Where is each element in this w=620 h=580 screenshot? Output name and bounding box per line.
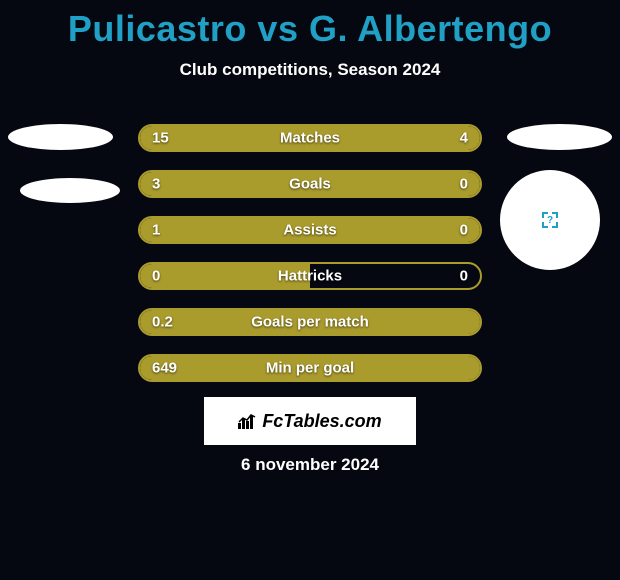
stat-bar-left-fill bbox=[140, 218, 395, 242]
player-right-avatar-ellipse bbox=[507, 124, 612, 150]
date-label: 6 november 2024 bbox=[241, 455, 379, 475]
stat-left-value: 649 bbox=[152, 360, 177, 377]
stat-label: Goals bbox=[289, 176, 331, 193]
player-left-avatar-ellipse-1 bbox=[8, 124, 113, 150]
stat-right-value: 0 bbox=[460, 176, 468, 193]
stat-label: Assists bbox=[283, 222, 336, 239]
stat-right-value: 4 bbox=[460, 130, 468, 147]
stat-left-value: 3 bbox=[152, 176, 160, 193]
stat-bar-row: 0.2 Goals per match bbox=[138, 308, 482, 336]
stat-label: Hattricks bbox=[278, 268, 342, 285]
stat-bar-row: 649 Min per goal bbox=[138, 354, 482, 382]
player-right-avatar-circle: ? bbox=[500, 170, 600, 270]
stat-label: Min per goal bbox=[266, 360, 354, 377]
stat-bars: 15 Matches 4 3 Goals 0 1 Assists 0 0 Hattricks 0 0.2… bbox=[138, 124, 482, 400]
logo-box: FcTables.com bbox=[204, 397, 416, 445]
stat-bar-row: 3 Goals 0 bbox=[138, 170, 482, 198]
logo-text: FcTables.com bbox=[262, 411, 381, 432]
chart-icon bbox=[238, 413, 258, 429]
stat-bar-row: 0 Hattricks 0 bbox=[138, 262, 482, 290]
stat-left-value: 15 bbox=[152, 130, 169, 147]
logo: FcTables.com bbox=[238, 411, 381, 432]
player-left-avatar-ellipse-2 bbox=[20, 178, 120, 203]
stat-left-value: 0.2 bbox=[152, 314, 173, 331]
stat-label: Goals per match bbox=[251, 314, 369, 331]
stat-bar-row: 1 Assists 0 bbox=[138, 216, 482, 244]
stat-left-value: 0 bbox=[152, 268, 160, 285]
stat-bar-left-fill bbox=[140, 126, 395, 150]
page-title: Pulicastro vs G. Albertengo bbox=[0, 0, 620, 50]
stat-bar-left-fill bbox=[140, 172, 395, 196]
stat-label: Matches bbox=[280, 130, 340, 147]
stat-right-value: 0 bbox=[460, 268, 468, 285]
stat-right-value: 0 bbox=[460, 222, 468, 239]
subtitle: Club competitions, Season 2024 bbox=[0, 60, 620, 80]
stat-bar-row: 15 Matches 4 bbox=[138, 124, 482, 152]
stat-left-value: 1 bbox=[152, 222, 160, 239]
placeholder-icon: ? bbox=[542, 212, 558, 228]
